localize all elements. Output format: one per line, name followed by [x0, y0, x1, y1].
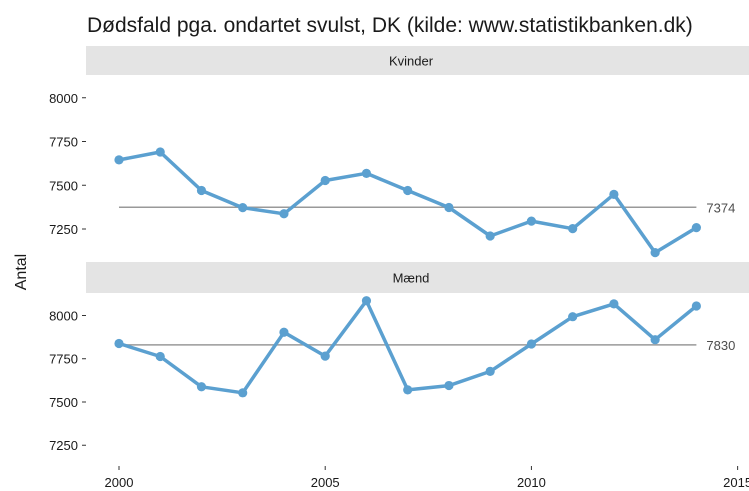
data-point	[196, 382, 207, 392]
data-point	[238, 203, 248, 213]
data-point	[403, 185, 413, 196]
data-point	[320, 175, 330, 186]
series-line	[117, 150, 699, 255]
data-point	[485, 231, 495, 241]
data-point	[279, 209, 289, 219]
facet-strip	[86, 262, 749, 293]
data-point	[691, 223, 701, 233]
data-point	[155, 147, 165, 157]
x-tick-label: 2000	[105, 475, 134, 490]
data-point	[568, 224, 578, 234]
x-axis: 2000 2005 2010 2015	[105, 466, 749, 490]
data-point	[609, 299, 619, 309]
mean-label: 7830	[706, 338, 735, 353]
facet-panel: Kvinder 7250 7500 7750 8000 7374	[49, 46, 749, 258]
data-point	[238, 388, 248, 398]
data-point	[485, 366, 495, 376]
series-line	[117, 299, 699, 395]
data-point	[526, 339, 537, 349]
data-point	[196, 185, 207, 196]
data-point	[526, 216, 537, 226]
data-point	[568, 312, 578, 322]
data-point	[691, 301, 701, 311]
chart-title: Dødsfald pga. ondartet svulst, DK (kilde…	[87, 14, 693, 37]
y-tick-label: 7250	[49, 222, 78, 237]
x-tick-label: 2010	[517, 475, 546, 490]
y-tick-label: 8000	[49, 308, 78, 323]
facet-strip	[86, 46, 749, 75]
facet-strip-label: Mænd	[393, 271, 430, 286]
facet-strip-label: Kvinder	[389, 54, 434, 69]
y-tick-label: 7500	[49, 395, 78, 410]
data-point	[444, 202, 454, 213]
data-point	[650, 335, 660, 345]
data-point	[444, 380, 454, 391]
data-point	[320, 351, 330, 361]
x-tick-label: 2015	[723, 475, 749, 490]
data-point	[279, 327, 289, 337]
y-tick-label: 8000	[49, 91, 78, 106]
data-point	[155, 351, 165, 362]
mean-label: 7374	[706, 200, 735, 215]
facet-panel: Mænd 7250 7500 7750 8000 7830	[49, 262, 749, 453]
data-point	[609, 189, 619, 199]
data-point	[114, 338, 124, 349]
y-tick-label: 7750	[49, 352, 78, 367]
x-tick-label: 2005	[311, 475, 340, 490]
y-axis-label: Antal	[13, 254, 30, 290]
data-point	[361, 168, 372, 178]
data-point	[361, 296, 372, 306]
y-tick-label: 7500	[49, 178, 78, 193]
data-point	[403, 385, 413, 395]
data-point	[114, 155, 124, 165]
y-tick-label: 7750	[49, 135, 78, 150]
y-tick-label: 7250	[49, 438, 78, 453]
data-point	[650, 248, 660, 258]
facet-panels: Kvinder 7250 7500 7750 8000 7374 Mænd 7250 7500 7…	[49, 46, 749, 453]
